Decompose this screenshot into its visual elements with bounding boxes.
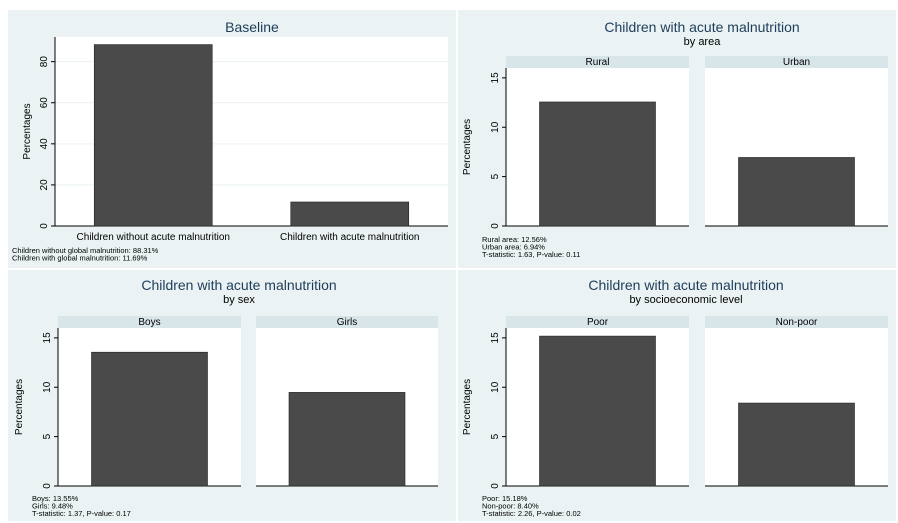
chart-by-socioeconomic-level-y-tick-label: 15 — [490, 332, 501, 344]
chart-by-sex-note: T-statistic: 1.37, P-value: 0.17 — [32, 509, 131, 518]
chart-by-area-note: Urban area: 6.94% — [482, 243, 545, 252]
bar — [539, 335, 656, 487]
chart-by-area-y-tick-label: 5 — [490, 173, 501, 179]
facet-label: Poor — [587, 317, 609, 328]
chart-by-sex-y-tick-label: 15 — [42, 332, 53, 344]
chart-by-socioeconomic-level-y-tick-label: 5 — [490, 433, 501, 439]
bar — [738, 402, 855, 487]
baseline-y-tick-label: 20 — [39, 179, 50, 191]
baseline-y-tick-label: 40 — [39, 138, 50, 150]
y-axis-label: Percentages — [462, 119, 473, 175]
baseline-note: Children without global malnutrition: 88… — [12, 246, 159, 255]
chart-by-area-note: T-statistic: 1.63, P-value: 0.11 — [482, 250, 580, 259]
chart-by-sex-note: Boys: 13.55% — [32, 494, 79, 503]
chart-by-socioeconomic-level-note: T-statistic: 2.26, P-value: 0.02 — [482, 509, 581, 518]
bar — [738, 157, 855, 227]
chart-title: Baseline — [225, 19, 279, 35]
y-axis-label: Percentages — [462, 379, 473, 435]
facet-strip — [705, 56, 888, 68]
chart-subtitle: by socioeconomic level — [629, 294, 742, 306]
chart-by-socioeconomic-level-y-tick-label: 10 — [490, 381, 501, 393]
panel-by-area: Children with acute malnutrition by area R… — [458, 10, 896, 268]
x-tick-label: Children without acute malnutrition — [77, 232, 230, 243]
facet-label: Non-poor — [776, 317, 818, 328]
panel-baseline: Baseline 0 20 40 60 80 Percentages Children wit… — [8, 10, 456, 268]
bar — [91, 351, 208, 487]
chart-by-sex-y-tick-label: 5 — [42, 433, 53, 439]
facet-strip — [256, 316, 438, 328]
baseline-y-tick-label: 60 — [39, 97, 50, 109]
chart-title: Children with acute malnutrition — [588, 277, 783, 293]
baseline-y-tick-label: 0 — [39, 223, 50, 229]
chart-by-sex-y-tick-label: 0 — [42, 483, 53, 489]
facet-strip — [506, 316, 689, 328]
chart-by-sex-y-tick-label: 10 — [42, 381, 53, 393]
chart-subtitle: by area — [684, 36, 722, 48]
x-tick-label: Children with acute malnutrition — [280, 232, 420, 243]
y-axis-label: Percentages — [14, 379, 25, 435]
bar — [290, 201, 410, 227]
facet-strip — [506, 56, 689, 68]
facet-label: Rural — [586, 57, 610, 68]
facet-label: Boys — [138, 317, 160, 328]
bar — [539, 101, 656, 227]
chart-title: Children with acute malnutrition — [604, 19, 799, 35]
baseline-note: Children with global malnutrition: 11.69… — [12, 254, 148, 263]
chart-by-area-y-tick-label: 15 — [490, 72, 501, 84]
panel-by-sex: Children with acute malnutrition by sex Bo… — [8, 270, 456, 521]
facet-label: Girls — [337, 317, 358, 328]
chart-baseline: Baseline 0 20 40 60 80 Percentages Children wit… — [12, 19, 448, 263]
baseline-y-tick-label: 80 — [39, 56, 50, 68]
chart-by-area-y-tick-label: 10 — [490, 121, 501, 133]
chart-by-sex-note: Girls: 9.48% — [32, 502, 73, 511]
chart-by-socioeconomic-level-note: Non-poor: 8.40% — [482, 502, 539, 511]
facet-strip — [705, 316, 888, 328]
bar — [288, 392, 406, 487]
chart-by-area-y-tick-label: 0 — [490, 223, 501, 229]
facet-strip — [58, 316, 241, 328]
chart-by-socioeconomic-level-note: Poor: 15.18% — [482, 494, 528, 503]
bar — [93, 44, 213, 227]
chart-by-socioeconomic-level-y-tick-label: 0 — [490, 483, 501, 489]
chart-title: Children with acute malnutrition — [141, 277, 336, 293]
facet-label: Urban — [783, 57, 810, 68]
chart-subtitle: by sex — [223, 294, 255, 306]
y-axis-label: Percentages — [22, 103, 33, 159]
panel-by-socioeconomic-level: Children with acute malnutrition by socio… — [458, 270, 896, 521]
chart-by-area-note: Rural area: 12.56% — [482, 235, 547, 244]
